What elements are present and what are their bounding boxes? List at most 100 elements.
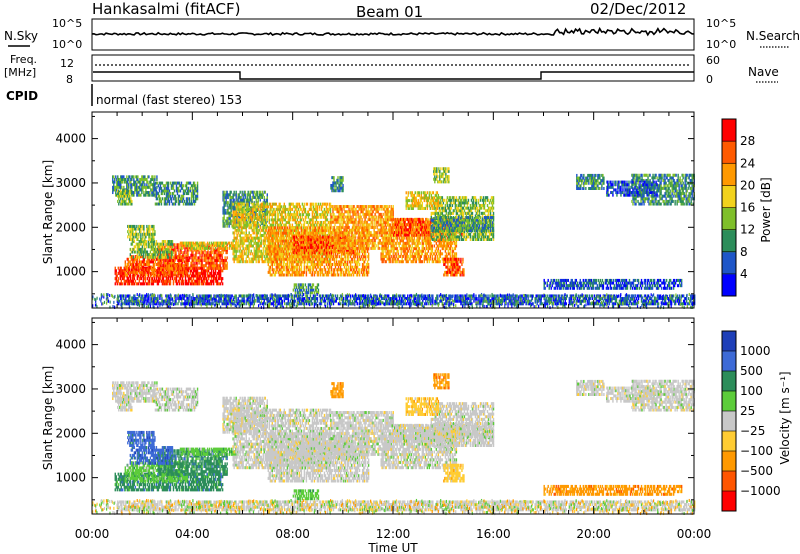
power-cell [179, 182, 180, 185]
power-cell [131, 192, 132, 195]
power-cell [205, 264, 206, 267]
power-cell [134, 191, 135, 194]
power-cell [155, 268, 156, 271]
power-cell [121, 280, 122, 283]
power-cell [131, 186, 132, 189]
power-cell [190, 187, 191, 190]
power-cell [196, 264, 197, 267]
power-cell [148, 175, 149, 178]
power-cell [123, 175, 124, 178]
radar-summary-plot: Hankasalmi (fitACF) Beam 01 02/Dec/2012 … [0, 0, 800, 554]
power-cell [118, 203, 119, 206]
power-cell [189, 197, 190, 200]
power-cell [129, 195, 130, 198]
power-cell [120, 192, 121, 195]
power-cell [154, 277, 155, 280]
power-cell [122, 203, 123, 206]
power-cell [206, 267, 207, 270]
power-cell [220, 282, 221, 285]
power-cell [113, 183, 114, 186]
power-cell [145, 273, 146, 276]
power-cell [145, 194, 146, 197]
power-cell [169, 189, 170, 192]
power-cell [149, 282, 150, 285]
power-cell [173, 184, 174, 187]
freq-tick-top: 12 [60, 57, 74, 70]
power-cell [154, 178, 155, 181]
power-cell [122, 282, 123, 285]
power-cell [175, 254, 176, 257]
freq-unit-label: [MHz] [4, 66, 36, 79]
power-cell [130, 197, 131, 200]
power-cell [179, 282, 180, 285]
power-cell [175, 271, 176, 274]
power-cell [170, 182, 171, 185]
power-cell [146, 178, 147, 181]
power-cell [211, 272, 212, 275]
power-cell [139, 186, 140, 189]
power-cell [175, 195, 176, 198]
power-cell [189, 256, 190, 259]
power-cell [178, 197, 179, 200]
power-cell [124, 192, 125, 195]
power-cell [143, 280, 144, 283]
power-cell [161, 259, 162, 262]
power-cell [141, 263, 142, 266]
power-cell [191, 277, 192, 280]
power-cell [197, 195, 198, 198]
power-cell [147, 273, 148, 276]
power-cell [131, 189, 132, 192]
power-cell [151, 266, 152, 269]
power-cell [176, 277, 177, 280]
power-cell [181, 273, 182, 276]
power-cell [204, 251, 205, 254]
power-cell [118, 267, 119, 270]
power-cell [193, 262, 194, 265]
power-cell [199, 282, 200, 285]
power-cell [178, 243, 179, 246]
power-cell [124, 197, 125, 200]
power-cell [213, 282, 214, 285]
power-cell [168, 267, 169, 270]
power-cell [191, 262, 192, 265]
power-cell [222, 277, 223, 280]
power-cell [124, 277, 125, 280]
power-cell [128, 277, 129, 280]
power-cell [165, 262, 166, 265]
power-cell [140, 194, 141, 197]
power-cell [157, 182, 158, 185]
power-cell [197, 192, 198, 195]
power-cell [168, 262, 169, 265]
power-cell [153, 191, 154, 194]
power-cell [125, 178, 126, 181]
power-cell [135, 280, 136, 283]
power-cell [178, 251, 179, 254]
power-cell [207, 259, 208, 262]
power-cell [120, 197, 121, 200]
power-cell [128, 203, 129, 206]
power-cell [127, 266, 128, 269]
power-cell [185, 277, 186, 280]
power-cell [173, 280, 174, 283]
power-cell [196, 251, 197, 254]
nave-tick-top: 60 [706, 54, 720, 67]
power-cell [184, 249, 185, 252]
power-cell [174, 189, 175, 192]
power-cell [198, 251, 199, 254]
power-cell [120, 189, 121, 192]
power-cell [122, 197, 123, 200]
power-cell [117, 274, 118, 277]
power-cell [130, 277, 131, 280]
power-cell [201, 267, 202, 270]
power-cell [179, 254, 180, 257]
power-cell [138, 191, 139, 194]
power-cell [139, 280, 140, 283]
power-cell [188, 187, 189, 190]
power-cell [140, 181, 141, 184]
power-cell [201, 277, 202, 280]
power-cell [144, 260, 145, 263]
power-cell [144, 183, 145, 186]
power-cell [187, 271, 188, 274]
power-cell [187, 264, 188, 267]
power-cell [176, 280, 177, 283]
